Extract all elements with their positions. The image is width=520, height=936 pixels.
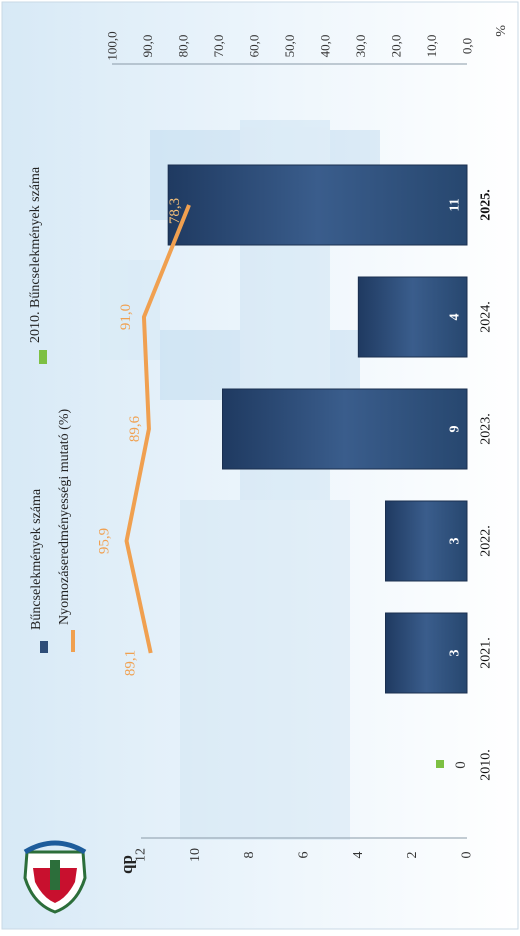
category-label: 2010. — [479, 749, 494, 781]
legend: Bűncselekmények száma Nyomozáseredményes… — [28, 166, 75, 653]
right-axis-ticks: 0,0 10,0 20,0 30,0 40,0 50,0 60,0 70,0 80,0 90,0 1… — [105, 31, 475, 60]
category-label: 2025. — [479, 189, 494, 221]
bar — [357, 276, 468, 358]
left-axis-label: db — [120, 855, 139, 874]
legend-entry-bars: Bűncselekmények száma — [29, 488, 44, 630]
right-axis-tick-label: 30,0 — [353, 35, 368, 58]
bar — [385, 500, 468, 582]
marker-point — [436, 760, 444, 768]
rate-value-label: 91,0 — [118, 304, 134, 330]
left-axis-tick-label: 4 — [351, 852, 366, 859]
bar-value-label: 9 — [448, 426, 463, 433]
bar-value-label: 4 — [448, 314, 463, 321]
legend-entry-rate: Nyomozáseredményességi mutató (%) — [57, 409, 72, 625]
left-axis-tick-label: 0 — [460, 852, 475, 859]
right-axis-tick-label: 70,0 — [211, 35, 226, 58]
legend-entry-2010: 2010. Bűncselekmények száma — [28, 166, 43, 343]
bar — [167, 164, 468, 246]
rate-value-labels: 89,1 95,9 89,6 91,0 78,3 — [97, 198, 183, 676]
right-axis-tick-label: 100,0 — [105, 31, 120, 60]
rate-line-series — [124, 204, 191, 654]
category-label: 2021. — [479, 637, 494, 669]
legend-line-swatch — [71, 630, 75, 652]
right-axis-tick-label: 20,0 — [389, 35, 404, 58]
left-axis-tick-label: 8 — [242, 852, 257, 859]
right-axis-tick-label: 50,0 — [282, 35, 297, 58]
rate-value-label: 89,6 — [127, 415, 143, 442]
right-axis-tick-label: 60,0 — [247, 35, 262, 58]
rate-value-label: 95,9 — [97, 528, 113, 554]
legend-bar-swatch — [40, 641, 48, 653]
police-badge-logo — [23, 840, 87, 914]
left-axis-tick-label: 10 — [188, 848, 203, 862]
bar-value-label: 3 — [448, 650, 463, 657]
left-axis-tick-label: 2 — [405, 852, 420, 859]
rate-value-label: 78,3 — [167, 198, 183, 224]
rate-value-label: 89,1 — [123, 650, 139, 676]
right-axis-label: % — [492, 25, 507, 37]
bar-series — [167, 164, 468, 694]
bar — [222, 388, 468, 470]
marker-series: 0 — [436, 760, 469, 769]
left-axis-tick-label: 6 — [297, 852, 312, 859]
category-label: 2024. — [479, 301, 494, 333]
left-axis-tick-label: 12 — [134, 848, 149, 862]
category-label: 2023. — [479, 413, 494, 445]
plot-area: 0 2 4 6 8 10 12 0,0 10,0 20,0 30,0 40,0 50,0 60,0 70,… — [97, 31, 494, 862]
category-labels: 2010. 2021. 2022. 2023. 2024. 2025. — [479, 189, 494, 781]
category-label: 2022. — [479, 525, 494, 557]
left-axis-ticks: 0 2 4 6 8 10 12 — [134, 848, 475, 862]
right-axis-tick-label: 10,0 — [424, 35, 439, 58]
legend-marker-swatch — [39, 350, 47, 364]
right-axis-tick-label: 0,0 — [460, 38, 475, 54]
right-axis-tick-label: 80,0 — [176, 35, 191, 58]
bar-value-label: 3 — [448, 538, 463, 545]
bar — [385, 612, 468, 694]
marker-value-label: 0 — [453, 761, 469, 769]
bar-value-labels: 3 3 9 4 11 — [448, 198, 463, 656]
right-axis-tick-label: 40,0 — [318, 35, 333, 58]
bar-value-label: 11 — [448, 198, 463, 211]
right-axis-tick-label: 90,0 — [140, 35, 155, 58]
